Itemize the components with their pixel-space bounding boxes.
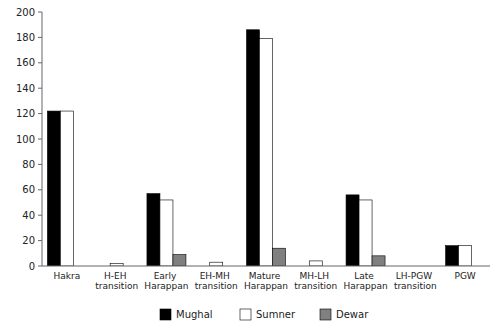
y-tick-label: 100 (16, 134, 35, 145)
y-tick-label: 80 (22, 159, 35, 170)
bar (47, 111, 60, 266)
chart-svg: 0 20 40 60 80 100 120 140 160 180 200 Hakra H-EH tra… (0, 0, 500, 332)
x-tick-label: Late Harappan (343, 271, 387, 291)
y-tick-label: 40 (22, 210, 35, 221)
y-tick-label: 60 (22, 184, 35, 195)
y-tick-label: 140 (16, 83, 35, 94)
bar (60, 111, 73, 266)
x-tick-label: LH-PGW transition (394, 271, 437, 291)
x-tick-label-part: MH-LH (300, 271, 332, 281)
y-tick (38, 113, 42, 114)
x-tick-label: Hakra (54, 271, 81, 281)
x-axis-line (42, 266, 490, 267)
x-tick-label-part: Early (154, 271, 180, 281)
x-tick-label: Early Harappan (144, 271, 188, 291)
x-tick-label-part: transition (95, 281, 138, 291)
x-tick-label: H-EH transition (95, 271, 138, 291)
bar (309, 261, 322, 266)
bar (260, 39, 273, 266)
bar (247, 30, 260, 266)
x-tick-label-part: Mature (249, 271, 283, 281)
y-tick (38, 240, 42, 241)
y-tick (38, 12, 42, 13)
y-tick-label: 0 (29, 261, 35, 272)
legend-label: Sumner (256, 309, 296, 320)
x-tick-label-part: transition (294, 281, 337, 291)
x-tick-label-part: Harappan (244, 281, 288, 291)
bar (160, 200, 173, 266)
y-tick-label: 200 (16, 7, 35, 18)
bar (359, 200, 372, 266)
x-tick-label: Mature Harappan (244, 271, 288, 291)
x-tick-label-part: PGW (454, 271, 475, 281)
y-tick-label: 20 (22, 235, 35, 246)
x-tick-label-part: Harappan (343, 281, 387, 291)
y-tick (38, 37, 42, 38)
bar (346, 195, 359, 266)
y-tick-label: 120 (16, 108, 35, 119)
legend-swatch (320, 309, 331, 320)
chart-container: 0 20 40 60 80 100 120 140 160 180 200 Hakra H-EH tra… (0, 0, 500, 332)
x-tick-label-part: EH-MH (200, 271, 233, 281)
bar (372, 256, 385, 266)
bars (47, 30, 471, 266)
bar (210, 262, 223, 266)
x-tick-label-part: transition (394, 281, 437, 291)
legend-swatch (160, 309, 171, 320)
y-tick-label: 180 (16, 32, 35, 43)
x-tick-label-part: Late (354, 271, 376, 281)
y-axis-line (42, 12, 43, 266)
legend: Mughal Sumner Dewar (160, 309, 369, 320)
y-tick (38, 164, 42, 165)
y-tick (38, 62, 42, 63)
bar (446, 246, 459, 266)
bar (273, 248, 286, 266)
x-tick-label-part: LH-PGW (396, 271, 435, 281)
legend-swatch (240, 309, 251, 320)
legend-label: Mughal (176, 309, 213, 320)
x-tick-label-part: Harappan (144, 281, 188, 291)
y-tick (38, 266, 42, 267)
x-axis: Hakra H-EH transition Early Harappan EH-MH … (42, 266, 490, 291)
y-axis: 0 20 40 60 80 100 120 140 160 180 200 (16, 7, 42, 272)
x-tick-label: EH-MH transition (195, 271, 238, 291)
legend-label: Dewar (336, 309, 369, 320)
y-tick (38, 139, 42, 140)
bar (459, 246, 472, 266)
y-tick-label: 160 (16, 57, 35, 68)
x-tick-label: PGW (454, 271, 475, 281)
y-tick (38, 189, 42, 190)
x-tick-label-part: Hakra (54, 271, 81, 281)
bar (173, 255, 186, 266)
y-tick (38, 88, 42, 89)
bar (147, 194, 160, 266)
x-tick-label-part: H-EH (104, 271, 129, 281)
y-tick (38, 215, 42, 216)
x-tick-label: MH-LH transition (294, 271, 337, 291)
x-tick-label-part: transition (195, 281, 238, 291)
